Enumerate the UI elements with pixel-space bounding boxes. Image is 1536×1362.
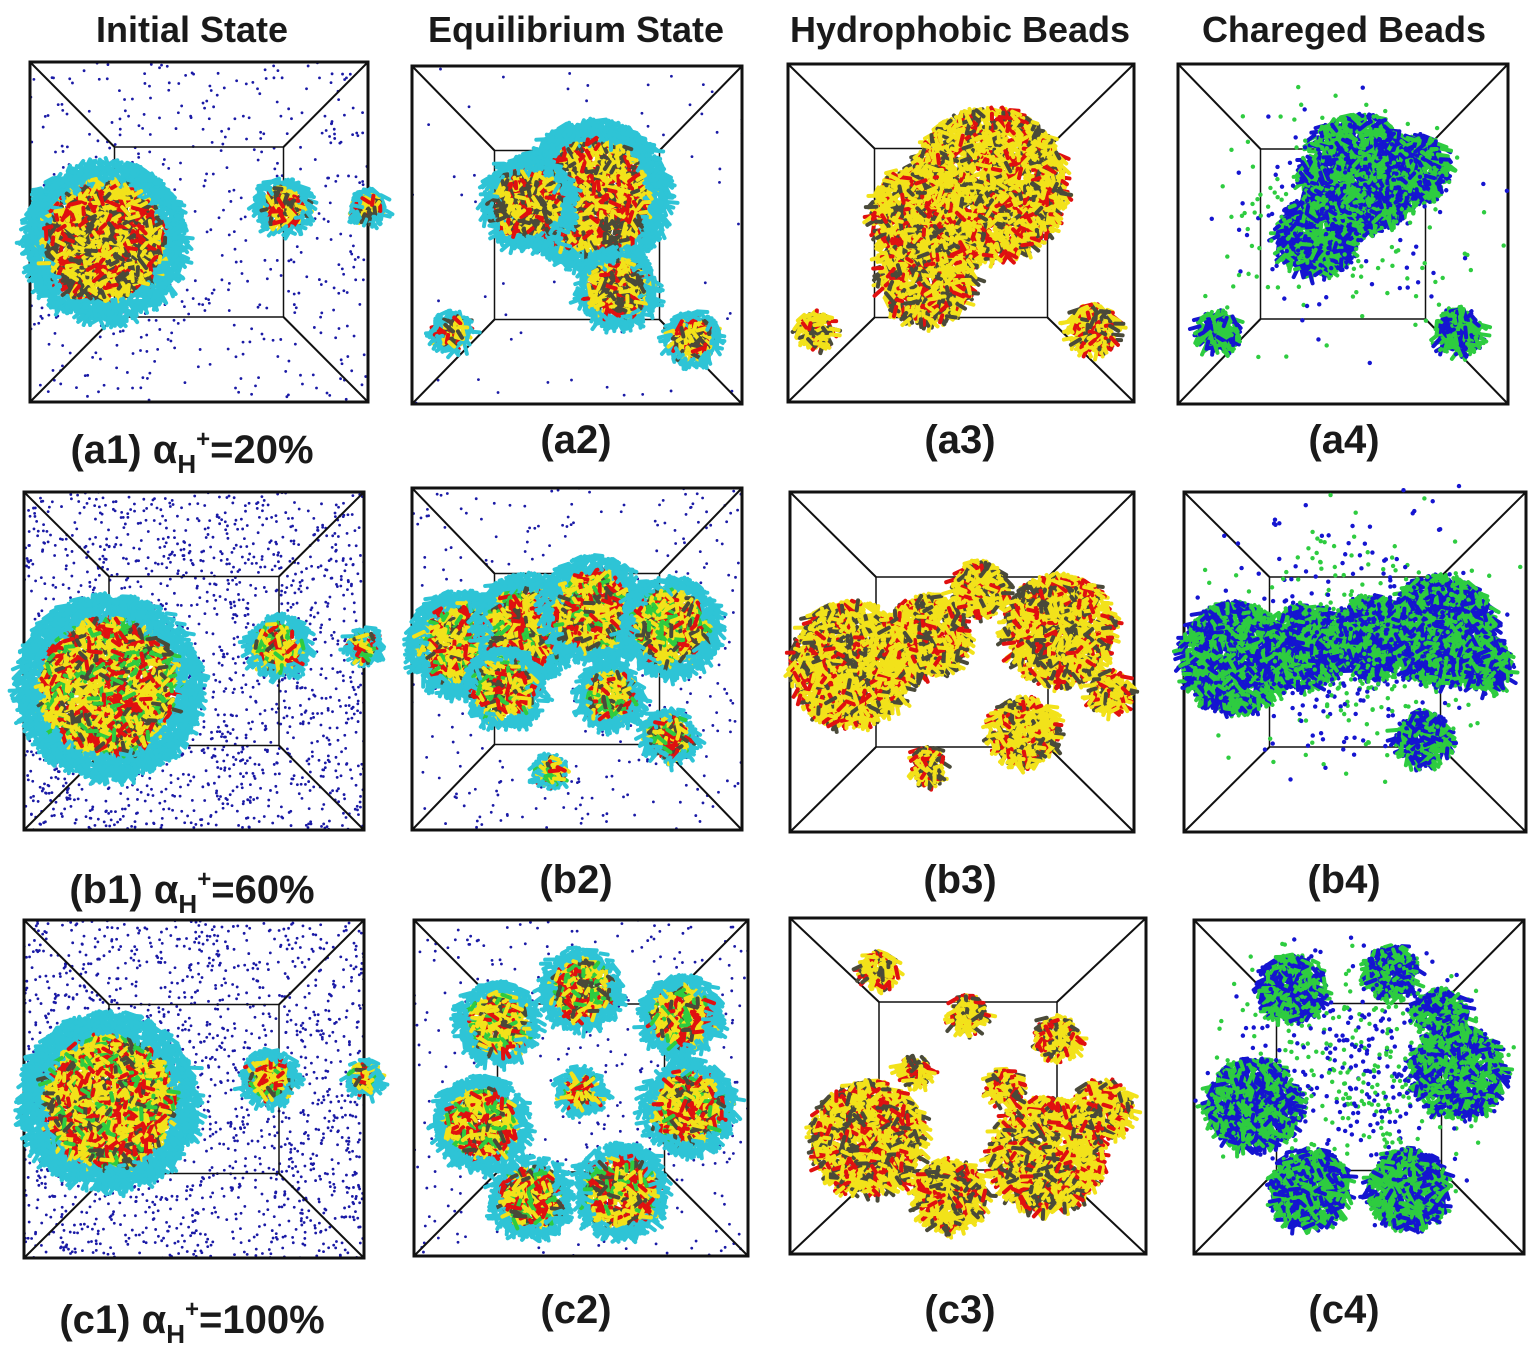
alpha-superscript: + bbox=[196, 426, 210, 453]
caption-c1-label: (c1) bbox=[59, 1298, 130, 1342]
snapshot-panel-b1 bbox=[4, 486, 384, 836]
snapshot-panel-c1 bbox=[4, 914, 384, 1264]
column-header-initial-state: Initial State bbox=[0, 2, 384, 58]
polymer-beads bbox=[793, 108, 1126, 360]
simulation-box-a4 bbox=[1158, 58, 1528, 410]
snapshot-panel-b3 bbox=[770, 486, 1154, 838]
column-header-hydrophobic-beads: Hydrophobic Beads bbox=[768, 2, 1152, 58]
snapshot-panel-a2 bbox=[392, 60, 762, 410]
polymer-beads bbox=[785, 560, 1137, 789]
caption-b2: (b2) bbox=[384, 852, 768, 908]
caption-b4: (b4) bbox=[1152, 852, 1536, 908]
snapshot-panel-b4 bbox=[1164, 486, 1536, 838]
caption-c3: (c3) bbox=[768, 1282, 1152, 1338]
alpha-subscript: H bbox=[166, 1319, 185, 1349]
polymer-beads bbox=[806, 951, 1140, 1238]
alpha-superscript: + bbox=[197, 866, 211, 893]
alpha-symbol: α bbox=[154, 868, 179, 912]
polymer-beads bbox=[426, 119, 724, 369]
caption-a2: (a2) bbox=[384, 412, 768, 468]
alpha-symbol: α bbox=[153, 428, 178, 472]
simulation-box-a1 bbox=[10, 56, 388, 408]
polymer-beads bbox=[404, 555, 725, 789]
caption-a4: (a4) bbox=[1152, 412, 1536, 468]
simulation-box-b4 bbox=[1164, 486, 1536, 838]
snapshot-panel-a3 bbox=[768, 58, 1154, 408]
alpha-subscript: H bbox=[178, 889, 197, 919]
simulation-box-a3 bbox=[768, 58, 1154, 408]
snapshot-panel-a4 bbox=[1158, 58, 1528, 410]
snapshot-panel-b2 bbox=[392, 482, 762, 836]
simulation-box-b1 bbox=[4, 486, 384, 836]
alpha-subscript: H bbox=[177, 449, 196, 479]
caption-a3: (a3) bbox=[768, 412, 1152, 468]
column-header-charged-beads: Chareged Beads bbox=[1152, 2, 1536, 58]
polymer-beads bbox=[1174, 484, 1522, 784]
polymer-beads bbox=[15, 1011, 387, 1196]
snapshot-panel-c3 bbox=[770, 912, 1166, 1260]
simulation-box-c2 bbox=[394, 914, 768, 1262]
caption-c2: (c2) bbox=[384, 1282, 768, 1338]
alpha-superscript: + bbox=[185, 1296, 199, 1323]
polymer-beads bbox=[428, 948, 744, 1242]
simulation-box-c3 bbox=[770, 912, 1166, 1260]
simulation-box-c4 bbox=[1174, 914, 1536, 1260]
caption-b1: (b1) αH+=60% bbox=[0, 852, 384, 932]
caption-a1-percent: =20% bbox=[210, 428, 313, 472]
simulation-box-a2 bbox=[392, 60, 762, 410]
simulation-box-b3 bbox=[770, 486, 1154, 838]
snapshot-panel-c4 bbox=[1174, 914, 1536, 1260]
caption-c1-percent: =100% bbox=[199, 1298, 325, 1342]
snapshot-panel-c2 bbox=[394, 914, 768, 1262]
alpha-symbol: α bbox=[142, 1298, 167, 1342]
caption-c4: (c4) bbox=[1152, 1282, 1536, 1338]
simulation-box-c1 bbox=[4, 914, 384, 1264]
caption-a1-label: (a1) bbox=[70, 428, 141, 472]
snapshot-panel-a1 bbox=[10, 56, 388, 408]
caption-b1-percent: =60% bbox=[211, 868, 314, 912]
column-header-equilibrium-state: Equilibrium State bbox=[384, 2, 768, 58]
simulation-box-b2 bbox=[392, 482, 762, 836]
polymer-beads bbox=[1193, 936, 1516, 1234]
caption-b3: (b3) bbox=[768, 852, 1152, 908]
caption-c1: (c1) αH+=100% bbox=[0, 1282, 384, 1362]
caption-b1-label: (b1) bbox=[69, 868, 142, 912]
caption-a1: (a1) αH+=20% bbox=[0, 412, 384, 492]
polymer-beads bbox=[17, 158, 393, 328]
